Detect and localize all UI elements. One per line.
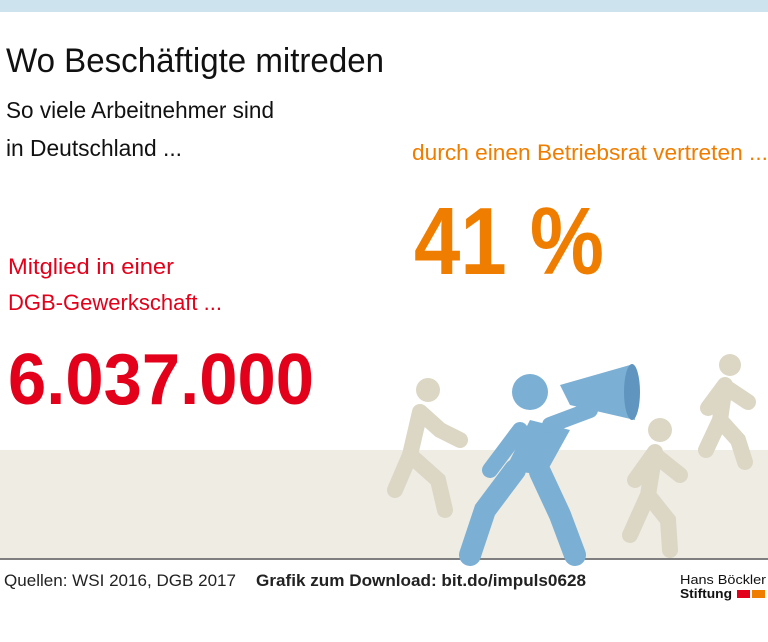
speaker-figure [459, 364, 640, 566]
subtitle-line: So viele Arbeitnehmer sind [6, 97, 274, 123]
subtitle-line: in Deutschland ... [6, 135, 182, 161]
download-link: Grafik zum Download: bit.do/impuls0628 [256, 571, 586, 590]
logo-text: Hans Böckler [680, 572, 767, 587]
stat-label: Mitglied in einer [8, 254, 174, 279]
walking-figures [387, 354, 756, 558]
top-band [0, 0, 768, 12]
stat-value: 41 % [414, 188, 604, 295]
stat-label: DGB-Gewerkschaft ... [8, 290, 222, 315]
logo-text: Stiftung [680, 586, 732, 601]
stat-label: durch einen Betriebsrat vertreten ... [412, 140, 768, 165]
logo-mark [752, 590, 765, 598]
stat-value: 6.037.000 [8, 340, 314, 420]
logo-mark [737, 590, 750, 598]
title: Wo Beschäftigte mitreden [6, 42, 384, 80]
sources: Quellen: WSI 2016, DGB 2017 [4, 571, 236, 590]
